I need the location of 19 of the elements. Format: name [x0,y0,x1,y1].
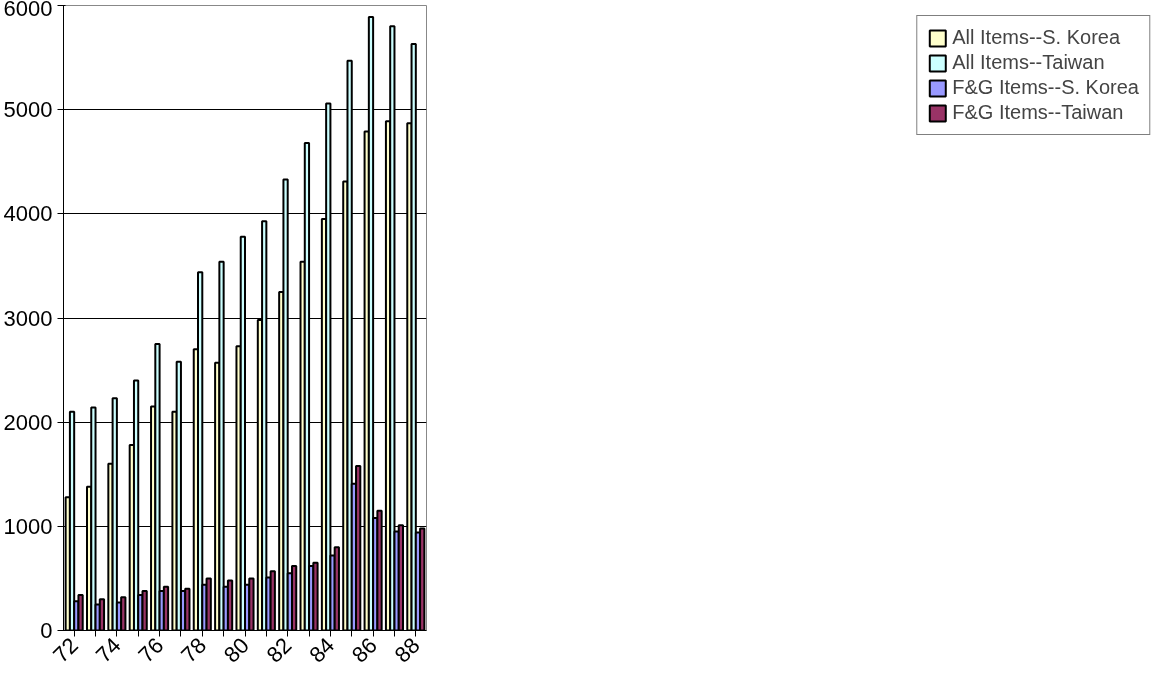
y-tick-label: 4000 [3,201,53,227]
legend-label: All Items--S. Korea [952,26,1121,49]
x-tick-label: 86 [346,632,382,668]
legend-label: F&G Items--Taiwan [952,101,1124,124]
x-tick-label: 78 [176,632,212,668]
y-tick-label: 1000 [3,513,53,539]
x-tick-label: 76 [133,632,169,668]
x-tick-label: 74 [90,632,126,668]
x-tick-label: 88 [389,632,425,668]
x-tick-label: 80 [218,632,254,668]
y-tick-label: 2000 [3,409,53,435]
legend-label: All Items--Taiwan [952,51,1105,74]
x-tick-label: 84 [304,632,340,668]
y-tick-label: 0 [40,618,53,643]
legend-label: F&G Items--S. Korea [952,76,1139,99]
y-tick-label: 5000 [3,97,53,123]
y-tick-label: 3000 [3,305,53,331]
y-tick-label: 6000 [3,0,53,21]
x-tick-label: 82 [261,632,297,668]
